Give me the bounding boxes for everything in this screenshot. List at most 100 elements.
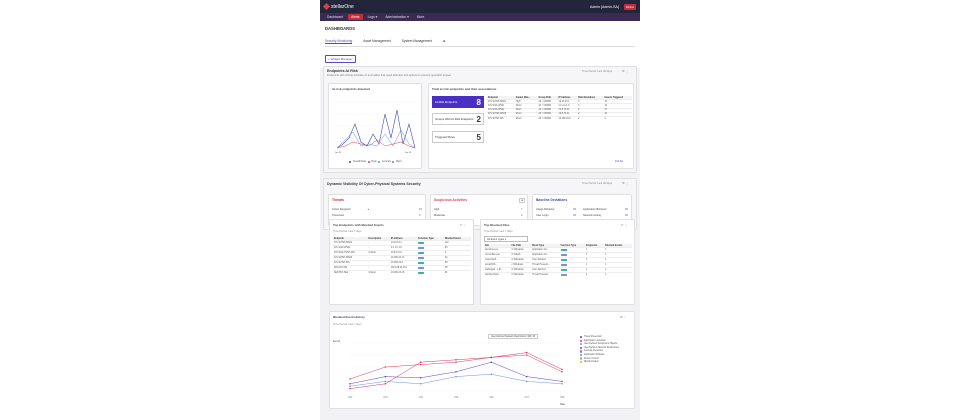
triggered-rules-box[interactable]: Triggered Rules 5 (432, 131, 484, 143)
risk-legend: Overall Risks Bugs Anomaly Minor (349, 161, 402, 164)
tab-security-monitoring[interactable]: Security Monitoring (325, 39, 353, 44)
cps-settings-icon[interactable]: ⚙ ⋮ (622, 181, 629, 185)
brand-logo[interactable]: stellarOne (322, 2, 354, 11)
col-header[interactable]: Blocked Events (604, 244, 632, 248)
top-header: stellarOne Admin (Admin-SA) biOne (320, 0, 640, 13)
tab-system-management[interactable]: System Management (401, 39, 432, 43)
col-header[interactable]: Function Type (559, 244, 586, 248)
col-header[interactable]: Group Path (537, 96, 558, 100)
refresh-icon[interactable]: ↻ ⋮ (460, 223, 467, 227)
function-type-badge (560, 273, 567, 276)
data-point (349, 387, 351, 390)
risk-x-start: Jan 10 (335, 152, 342, 154)
files-refresh-icon[interactable]: ↻ ⋮ (621, 223, 628, 227)
series-line (349, 352, 563, 389)
nav-item-2[interactable]: Logs ▾ (367, 15, 378, 19)
x-tick-label: 7/27 (524, 397, 529, 399)
col-header[interactable]: Impact Mea... (514, 96, 538, 100)
table-row[interactable]: ICS-W7SP-WS03 Minor All > ODMM 10.8.73.41 2 1… (487, 111, 632, 117)
nav-item-0[interactable]: Dashboard (327, 15, 344, 19)
risk-table: Endpoint Impact Mea... Group Path IP Addres… (487, 96, 632, 121)
col-header[interactable]: File (484, 244, 511, 248)
table-row[interactable]: ICS-W7SP-WS01 High All > ODMM 10.10.16.1 3 10 (487, 99, 632, 104)
detail-icon[interactable]: ⊕ (519, 198, 526, 203)
col-header[interactable]: Endpoints (585, 244, 605, 248)
table-row[interactable]: ICS-W7SP-WS01-10.10.16.1 112 (333, 240, 471, 246)
table-row[interactable]: ICS-W10-WS01-1.0.1.0.1.0 53 (333, 245, 471, 251)
endpoints-at-risk-panel: Endpoints At Risk Endpoints with critica… (323, 66, 637, 173)
at-risk-endpoints-box[interactable]: At-Risk Endpoints 8 (432, 96, 484, 108)
col-header[interactable]: Description (367, 237, 390, 241)
table-row[interactable]: ICS-W7SP-WS -10.180.22.0 58 (333, 260, 471, 266)
table-row[interactable]: ICS-W7SP-WS03-10.180.23.10 34 (333, 255, 471, 261)
legend-item[interactable]: Threat Prevention (580, 336, 619, 339)
x-tick-label: 7/24 (418, 397, 423, 399)
data-point (455, 359, 457, 361)
groups-box[interactable]: Groups With At-Risk Endpoints 2 (432, 113, 484, 125)
table-row[interactable]: WIN-W7-WS -192.168.23.161 28 (333, 264, 471, 271)
table-row[interactable]: setup(64b... c:\Windows Threat Preventi...… (484, 262, 632, 268)
table-row[interactable]: ICS-W7SP-WS Minor All > ODMM 10.180.22.0 2 4 (487, 115, 632, 121)
data-point (419, 361, 422, 363)
x-axis-label: Date (560, 404, 565, 406)
blocked-ep-title: Top Endpoints with Blocked Events (333, 223, 384, 227)
function-type-badge (560, 268, 567, 271)
col-header[interactable]: Function Type (417, 237, 444, 241)
table-row[interactable]: powershell... C:\Windows User-Defined 1 1 (484, 257, 632, 263)
col-header[interactable]: Endpoint (333, 237, 368, 241)
risk-line-chart (336, 101, 417, 149)
blocked-files-panel: Top Blocked Files ↻ ⋮ Time Period: Last … (480, 219, 635, 305)
nav-item-1[interactable]: Alerts (348, 14, 363, 20)
col-header[interactable]: IP Address (389, 237, 418, 241)
table-row[interactable]: SENTRY-SLE Critical 10.180.23.16 61 (333, 269, 471, 275)
data-point (455, 375, 457, 378)
add-tab-icon[interactable]: ⊕ (442, 39, 446, 43)
risk-period: Time Period: Last 30 days (582, 70, 613, 73)
legend-item[interactable]: Application Whitelist (580, 353, 619, 357)
blocked-ep-table: Endpoint Description IP Address Function Ty… (333, 237, 471, 275)
legend-item[interactable]: User-Defined Network Restrictions (580, 346, 619, 349)
table-row[interactable]: nzmcn8au.exe C:\Shell\... Application Co..… (484, 252, 632, 258)
data-point (419, 377, 422, 379)
table-row[interactable]: launcher.exe C:\Windows Application Co... 1… (484, 247, 632, 253)
col-header[interactable]: Blocked Event (443, 237, 471, 241)
col-header[interactable]: File Path (510, 244, 532, 248)
settings-icon[interactable]: ⚙ ⋮ (622, 69, 629, 73)
function-type-badge (418, 266, 425, 269)
history-title: Blocked Event History (333, 315, 365, 319)
col-header[interactable]: Events Triggered (603, 96, 632, 100)
user-menu[interactable]: Admin (Admin-SA) (590, 4, 619, 9)
nav-item-4[interactable]: More (416, 15, 425, 19)
table-row[interactable]: ICS-W10-WS02 Minor All > ODMM 10.8.73.41 2 27 (487, 107, 632, 113)
col-header[interactable]: Endpoint (487, 96, 515, 100)
legend-item[interactable]: Misinformation (580, 361, 619, 364)
data-point (419, 363, 422, 366)
tab-asset-management[interactable]: Asset Management (363, 39, 391, 43)
legend-item[interactable]: User-Defined Suspicious Objects (580, 343, 619, 346)
function-type-badge (418, 271, 425, 274)
col-header[interactable]: Risk Deviations (577, 96, 604, 100)
full-list-link[interactable]: Full list (615, 160, 624, 163)
nav-item-3[interactable]: Administration ▾ (385, 15, 409, 19)
data-point (419, 383, 422, 385)
x-tick-label: 7/23 (383, 397, 388, 399)
history-settings-icon[interactable]: ⚙ ⋮ (620, 315, 627, 319)
table-row[interactable]: ICS-W10-WS01 Minor All > ODMM 1.0.1.0.1.0 3 1… (487, 103, 632, 109)
table-row[interactable]: rdpclip-c0c4c... C:\Windows Threat Prevent… (484, 271, 632, 277)
table-row[interactable]: tradingpla...n.dll C:\Windows User-Defined… (484, 267, 632, 273)
event-type-select[interactable]: All Event types ▾ (484, 236, 528, 242)
col-header[interactable]: Block Type (531, 244, 560, 248)
data-point (384, 380, 387, 383)
blocked-history-panel: Blocked Event History ⚙ ⋮ Time Period: L… (329, 311, 635, 409)
dashboard-tabs: Security Monitoring Asset Management Sys… (325, 39, 635, 47)
legend-item[interactable]: Application Lockdown (580, 339, 619, 342)
table-row[interactable]: ICS-W10-TSCP-WS Critical 10.8.73.41 4 (333, 250, 471, 256)
widget-manager-button[interactable]: + Widget Manager (325, 55, 356, 63)
data-point (561, 371, 563, 373)
function-type-badge (560, 248, 567, 252)
legend-item[interactable]: Device Control (580, 357, 619, 360)
col-header[interactable]: IP Address (557, 96, 578, 100)
risk-subtitle: Endpoints with critical activities or an… (327, 74, 451, 77)
legend-item[interactable]: Anomaly Detection (580, 350, 619, 353)
y-axis-label: Events (333, 341, 341, 343)
